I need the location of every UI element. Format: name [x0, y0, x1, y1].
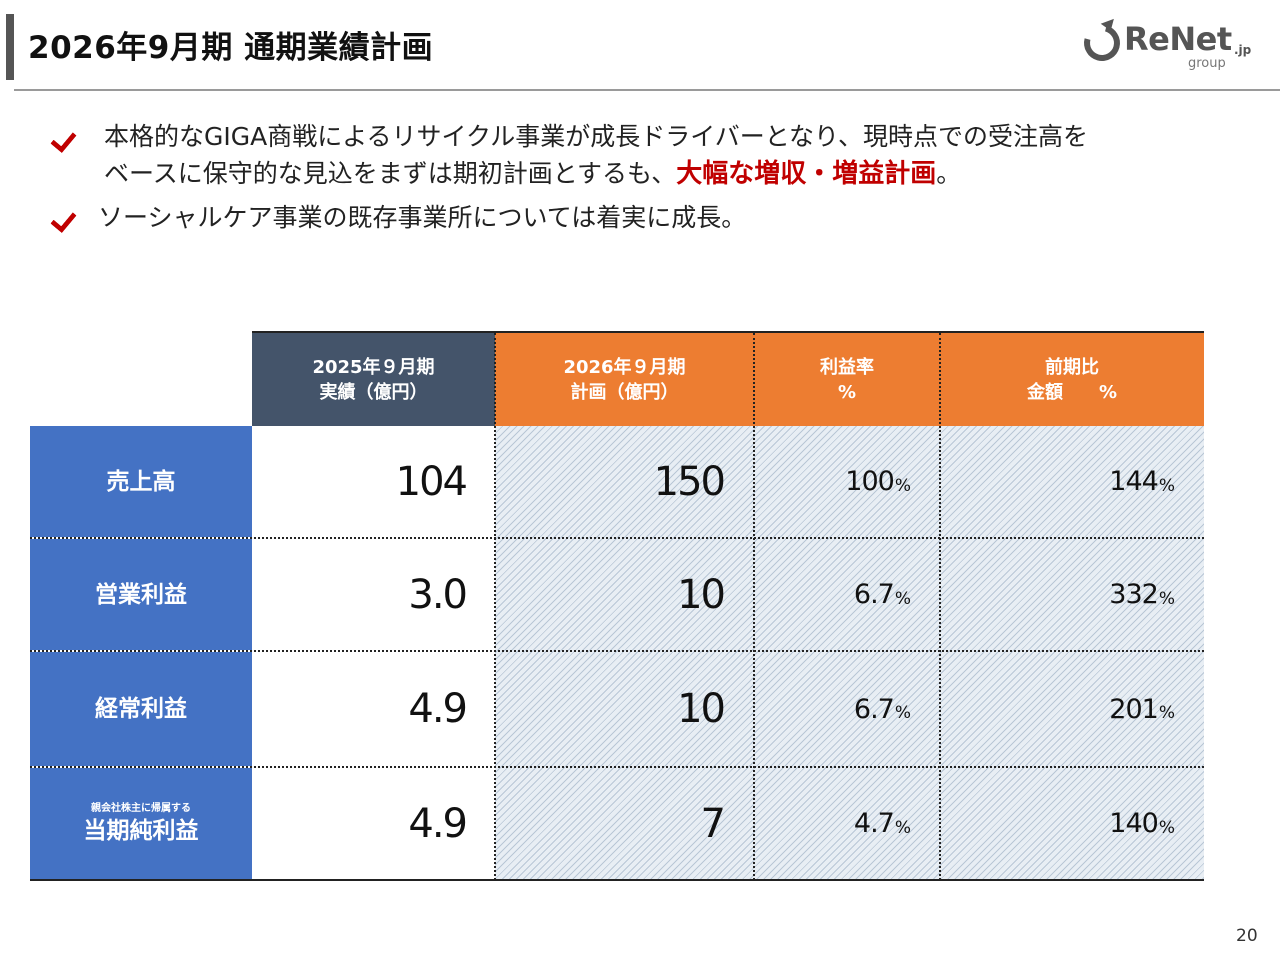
header-yoy: 前期比金額 %	[940, 333, 1204, 426]
percent-sign: %	[894, 703, 911, 723]
bullet-1-line-2-post: 。	[936, 159, 962, 188]
percent-sign: %	[1158, 817, 1175, 838]
row-label-text: 売上高	[106, 468, 176, 495]
percent-sign: %	[894, 817, 911, 838]
renet-logo: ReNet .jp group	[1077, 18, 1262, 76]
actual-ordinary-profit: 4.9	[408, 686, 468, 732]
row-label-subtext: 親会社株主に帰属する	[91, 802, 191, 814]
row-label-ordinary-profit: 経常利益	[30, 652, 252, 766]
row-divider	[30, 537, 1204, 539]
header-actual-2025: 2025年９月期 実績（億円）	[252, 333, 495, 426]
row-label-text: 当期純利益	[83, 817, 199, 844]
margin-value: 6.7	[853, 693, 895, 725]
row-label-sales: 売上高	[30, 426, 252, 537]
header-plan-line-2: 計画（億円）	[570, 381, 679, 403]
margin-net-income: 4.7%	[754, 768, 911, 879]
header-yoy-line-2: 金額 %	[1026, 381, 1118, 403]
actual-sales: 104	[395, 458, 468, 505]
yoy-value: 140	[1109, 808, 1159, 839]
row-label-operating-profit: 営業利益	[30, 539, 252, 650]
margin-value: 100	[845, 466, 895, 497]
header-margin-line-2: %	[837, 381, 857, 403]
table-bottom-rule	[30, 879, 1204, 881]
yoy-value: 332	[1109, 579, 1159, 610]
row-divider	[30, 650, 1204, 652]
logo-brand: ReNet	[1124, 20, 1232, 58]
page-number: 20	[1236, 926, 1258, 946]
plan-net-income: 7	[700, 800, 726, 847]
header-actual-line-2: 実績（億円）	[319, 381, 428, 403]
row-label-net-income: 親会社株主に帰属する 当期純利益	[30, 768, 252, 879]
actual-operating-profit: 3.0	[408, 571, 468, 618]
bullet-1: 本格的なGIGA商戦によるリサイクル事業が成長ドライバーとなり、現時点での受注高…	[104, 118, 1088, 193]
column-divider	[494, 333, 496, 880]
margin-operating-profit: 6.7%	[754, 539, 911, 650]
margin-value: 4.7	[853, 808, 895, 839]
plan-operating-profit: 10	[677, 571, 726, 618]
row-label-text: 経常利益	[95, 696, 187, 722]
bullet-1-line-2-pre: ベースに保守的な見込をまずは期初計画とするも、	[104, 159, 677, 188]
yoy-value: 144	[1109, 466, 1159, 497]
row-divider	[30, 766, 1204, 768]
plan-hatched-area	[495, 426, 1204, 880]
percent-sign: %	[894, 475, 911, 496]
plan-ordinary-profit: 10	[677, 686, 726, 732]
check-icon	[52, 124, 78, 152]
percent-sign: %	[1158, 475, 1175, 496]
table-top-rule	[252, 331, 1204, 333]
percent-sign: %	[894, 588, 911, 609]
title-accent-bar	[6, 14, 14, 80]
header-actual-line-1: 2025年９月期	[312, 356, 435, 378]
actual-net-income: 4.9	[408, 800, 468, 847]
bullet-1-emphasis: 大幅な増収・増益計画	[676, 159, 937, 189]
column-divider	[939, 333, 941, 880]
logo-suffix: .jp	[1234, 43, 1252, 57]
page-title: 2026年9月期 通期業績計画	[28, 30, 434, 66]
percent-sign: %	[1158, 703, 1175, 723]
plan-sales: 150	[653, 458, 726, 505]
header-margin-line-1: 利益率	[820, 356, 874, 378]
margin-value: 6.7	[853, 579, 895, 610]
bullet-1-line-2: ベースに保守的な見込をまずは期初計画とするも、大幅な増収・増益計画。	[104, 155, 1088, 193]
yoy-ordinary-profit: 201%	[940, 652, 1175, 766]
header-divider	[14, 89, 1280, 91]
check-icon	[52, 204, 78, 232]
header-plan-line-1: 2026年９月期	[563, 356, 686, 378]
header-margin: 利益率%	[754, 333, 940, 426]
logo-sub: group	[1188, 56, 1226, 71]
column-divider	[753, 333, 755, 880]
percent-sign: %	[1158, 588, 1175, 609]
header-yoy-line-1: 前期比	[1044, 356, 1099, 378]
header-plan-2026: 2026年９月期 計画（億円）	[495, 333, 754, 426]
yoy-operating-profit: 332%	[940, 539, 1175, 650]
bullet-2: ソーシャルケア事業の既存事業所については着実に成長。	[98, 203, 747, 232]
bullet-1-line-1: 本格的なGIGA商戦によるリサイクル事業が成長ドライバーとなり、現時点での受注高…	[104, 122, 1088, 151]
yoy-net-income: 140%	[940, 768, 1175, 879]
yoy-sales: 144%	[940, 426, 1175, 537]
margin-sales: 100%	[754, 426, 911, 537]
margin-ordinary-profit: 6.7%	[754, 652, 911, 766]
row-label-text: 営業利益	[95, 581, 187, 608]
yoy-value: 201	[1109, 693, 1159, 725]
